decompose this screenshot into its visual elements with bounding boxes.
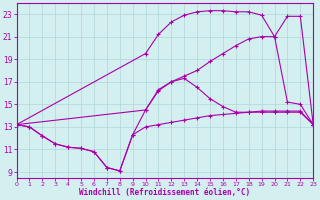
X-axis label: Windchill (Refroidissement éolien,°C): Windchill (Refroidissement éolien,°C) (79, 188, 251, 197)
